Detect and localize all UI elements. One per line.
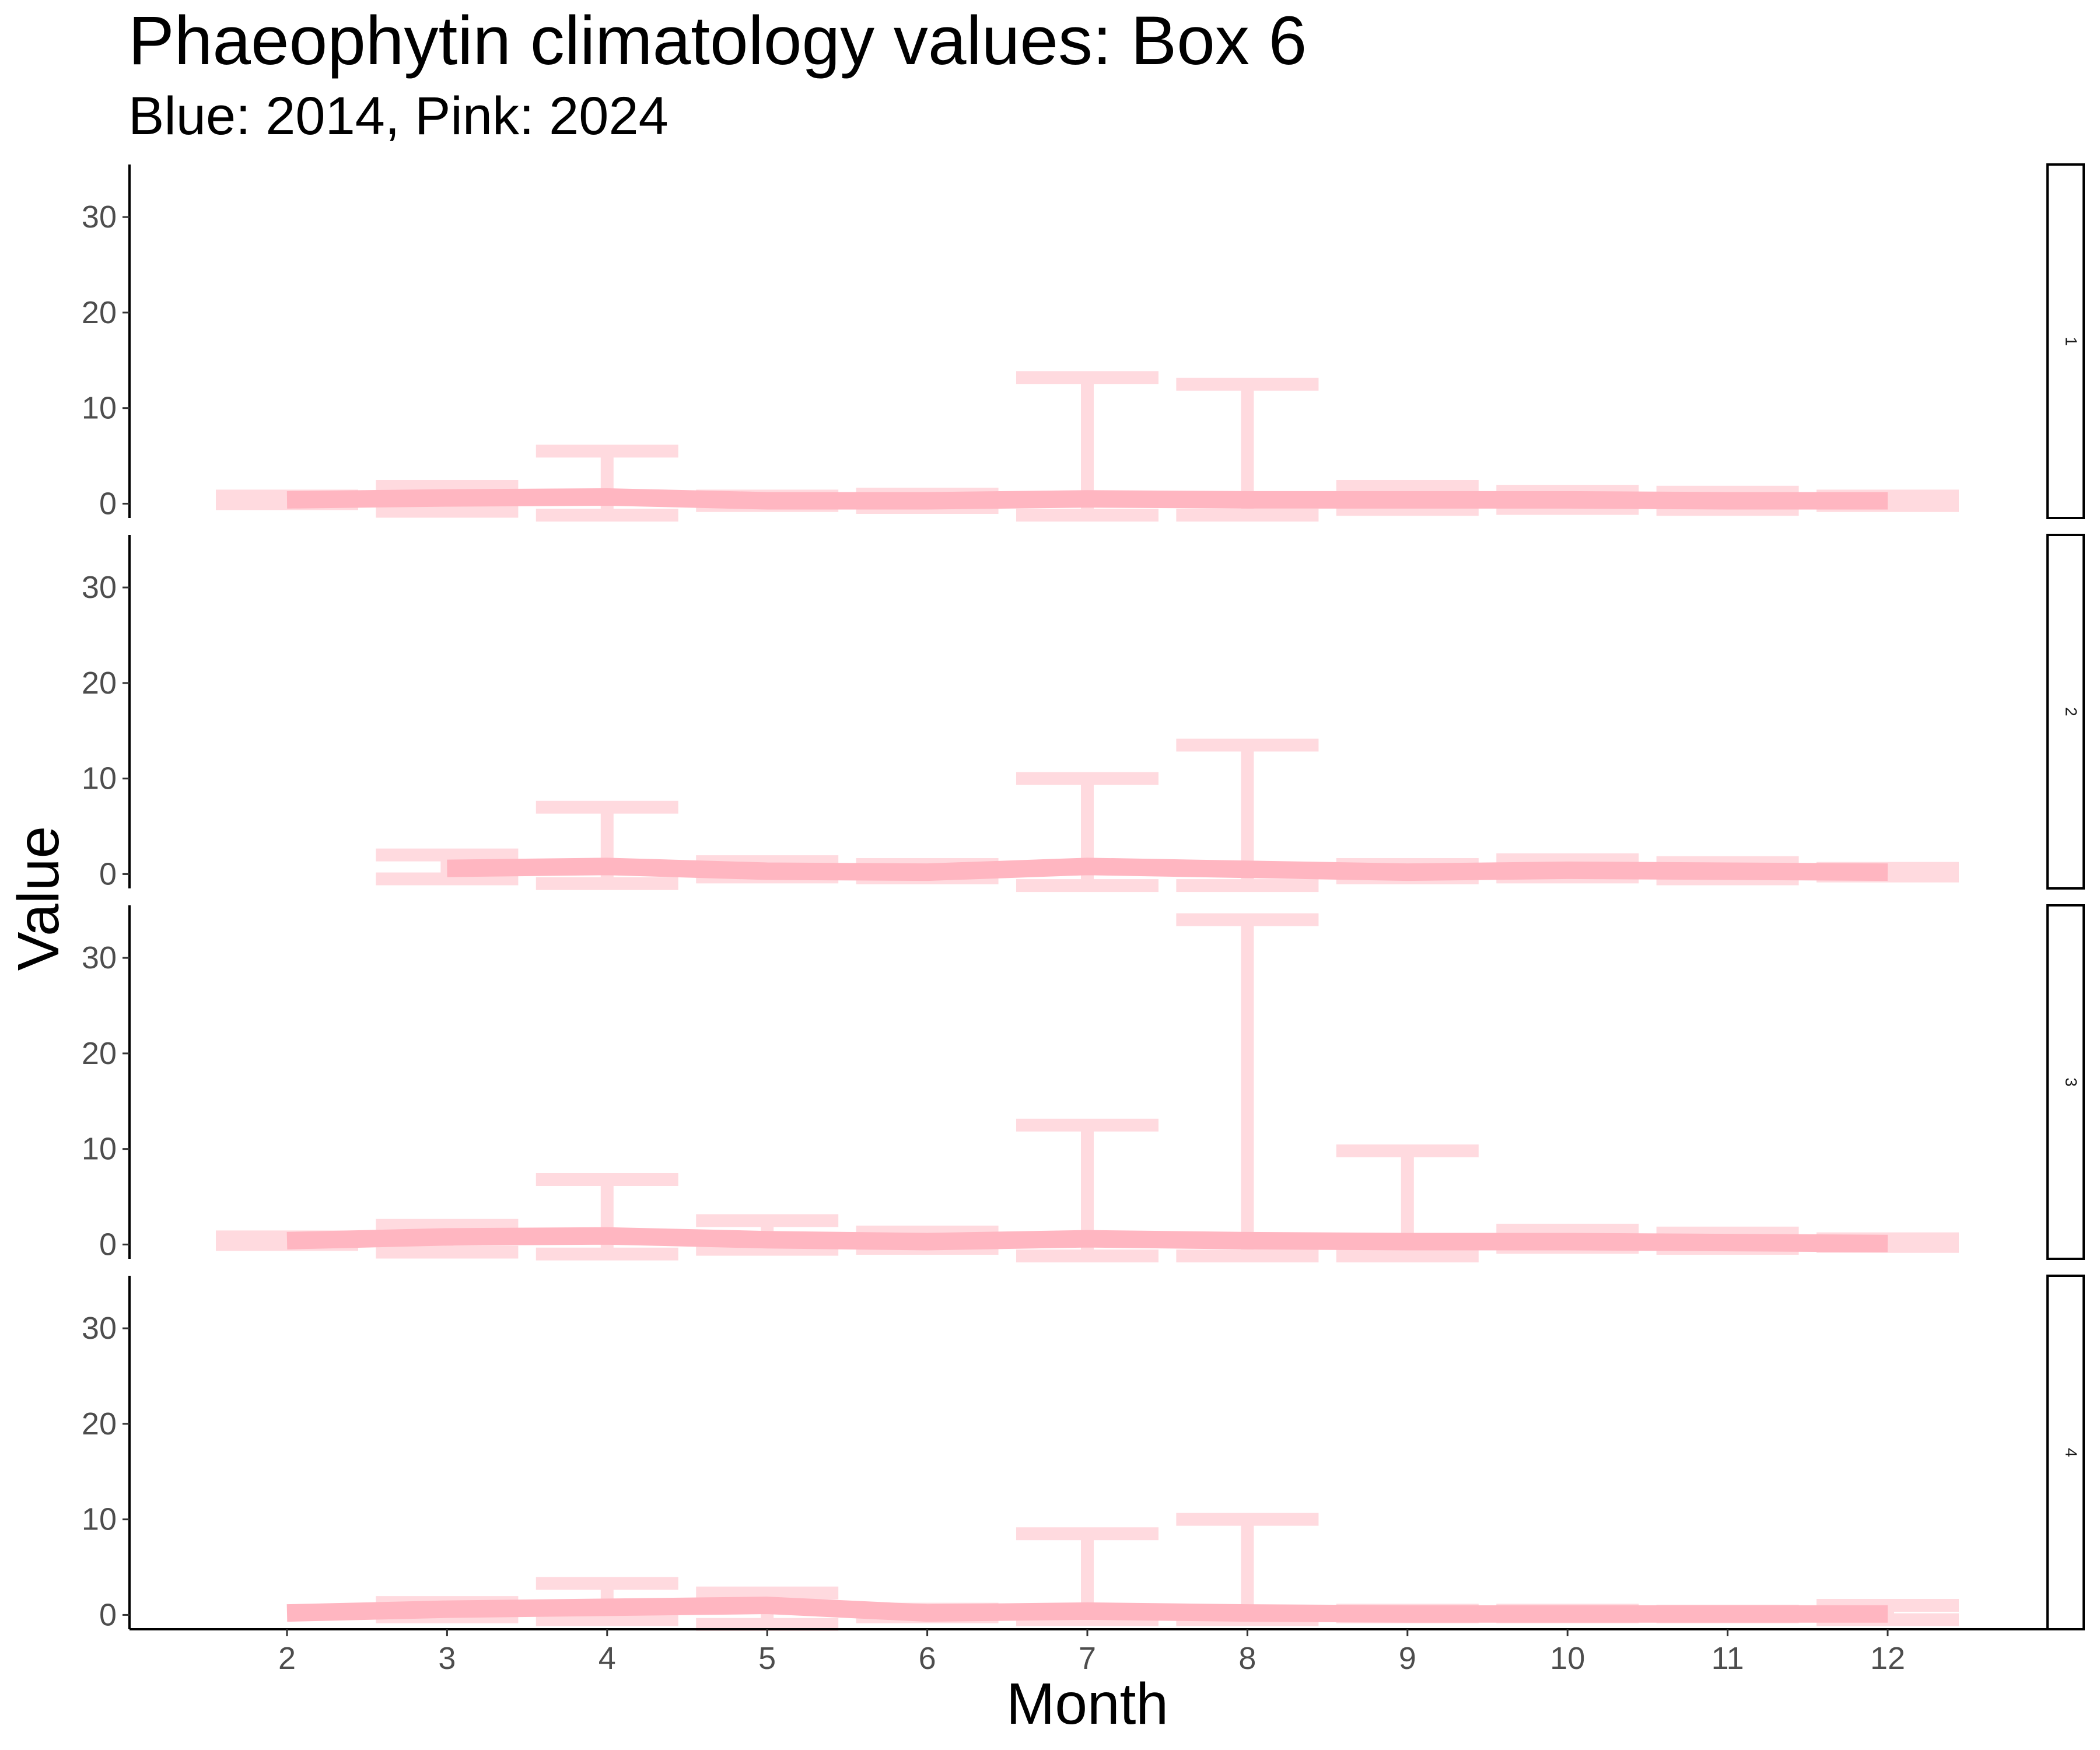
x-tick-label: 10 <box>1550 1641 1585 1676</box>
chart-subtitle: Blue: 2014, Pink: 2024 <box>128 86 668 146</box>
y-tick-label: 30 <box>82 1311 117 1346</box>
y-tick-label: 30 <box>82 570 117 605</box>
x-axis: 2 3 4 5 6 7 8 9 10 11 12 <box>130 1628 2046 1676</box>
y-tick-label: 20 <box>82 295 117 330</box>
y-tick-label: 30 <box>82 200 117 235</box>
y-tick-label: 20 <box>82 1036 117 1071</box>
x-tick-label: 7 <box>1079 1641 1096 1676</box>
facet-strip-label: 4 <box>2062 1448 2080 1457</box>
facet-strip-label: 2 <box>2062 707 2080 716</box>
y-tick-label: 20 <box>82 1406 117 1441</box>
y-tick-label: 10 <box>82 1132 117 1167</box>
x-tick-label: 6 <box>919 1641 936 1676</box>
y-tick-label: 20 <box>82 666 117 701</box>
x-tick-label: 11 <box>1712 1641 1744 1676</box>
facet-strip <box>2046 534 2085 890</box>
x-tick-label: 3 <box>438 1641 456 1676</box>
series-line <box>286 1597 1888 1623</box>
facet-panel-3: 0 10 20 30 3 <box>82 904 2085 1263</box>
y-tick-label: 0 <box>99 1227 117 1262</box>
y-tick-label: 0 <box>99 856 117 891</box>
y-tick-label: 10 <box>82 391 117 426</box>
facet-strip <box>2046 1275 2085 1630</box>
y-tick-label: 10 <box>82 1502 117 1537</box>
x-tick-label: 8 <box>1238 1641 1256 1676</box>
y-tick-label: 0 <box>99 1597 117 1632</box>
x-tick-label: 4 <box>598 1641 616 1676</box>
series-line <box>286 1227 1888 1252</box>
facet-strip <box>2046 904 2085 1260</box>
y-tick-label: 0 <box>99 486 117 521</box>
facet-strip-label: 1 <box>2062 337 2080 346</box>
x-tick-label: 12 <box>1870 1641 1905 1676</box>
x-tick-label: 5 <box>758 1641 776 1676</box>
x-tick-label: 9 <box>1399 1641 1416 1676</box>
series-line <box>286 488 1888 510</box>
x-axis-title: Month <box>1006 1671 1168 1737</box>
y-tick-label: 30 <box>82 940 117 975</box>
series-line <box>447 858 1888 881</box>
facet-panel-1: 0 10 20 30 1 <box>82 163 2085 522</box>
facet-panel-4: 0 10 20 30 4 <box>82 1275 2085 1632</box>
chart-title: Phaeophytin climatology values: Box 6 <box>128 2 1307 79</box>
y-axis-title: Value <box>6 826 71 971</box>
facet-strip-label: 3 <box>2062 1077 2080 1087</box>
x-tick-label: 2 <box>278 1641 296 1676</box>
y-tick-label: 10 <box>82 761 117 796</box>
facet-strip <box>2046 163 2085 519</box>
facet-panel-2: 0 10 20 30 2 <box>82 534 2085 892</box>
